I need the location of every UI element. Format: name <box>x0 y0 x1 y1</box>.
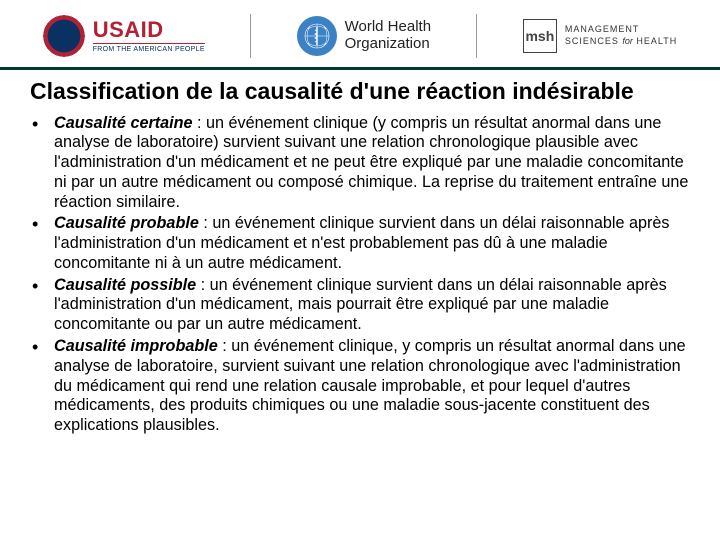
list-item: Causalité probable : un événement cliniq… <box>28 214 692 273</box>
slide-title: Classification de la causalité d'une réa… <box>0 70 720 110</box>
logo-divider <box>476 14 477 58</box>
list-item: Causalité possible : un événement cliniq… <box>28 276 692 335</box>
who-name-line2: Organization <box>345 36 431 53</box>
logo-divider <box>250 14 251 58</box>
msh-logo: msh MANAGEMENT SCIENCES for HEALTH <box>523 19 677 53</box>
term: Causalité possible <box>54 276 196 294</box>
who-name-line1: World Health <box>345 19 431 36</box>
causality-list: Causalité certaine : un événement cliniq… <box>28 114 692 436</box>
msh-badge-icon: msh <box>523 19 557 53</box>
who-logo: World Health Organization <box>297 16 431 56</box>
msh-line1: MANAGEMENT <box>565 24 677 36</box>
list-item: Causalité certaine : un événement cliniq… <box>28 114 692 213</box>
term: Causalité improbable <box>54 337 218 355</box>
usaid-seal-icon <box>43 15 85 57</box>
msh-line2: SCIENCES for HEALTH <box>565 36 677 48</box>
term: Causalité certaine <box>54 114 193 132</box>
usaid-tagline: FROM THE AMERICAN PEOPLE <box>93 43 205 53</box>
who-emblem-icon <box>297 16 337 56</box>
slide-body: Causalité certaine : un événement cliniq… <box>0 110 720 436</box>
list-item: Causalité improbable : un événement clin… <box>28 337 692 436</box>
usaid-logo: USAID FROM THE AMERICAN PEOPLE <box>43 15 205 57</box>
logo-header: USAID FROM THE AMERICAN PEOPLE World Hea… <box>0 0 720 70</box>
term: Causalité probable <box>54 214 199 232</box>
usaid-wordmark: USAID <box>93 19 205 41</box>
